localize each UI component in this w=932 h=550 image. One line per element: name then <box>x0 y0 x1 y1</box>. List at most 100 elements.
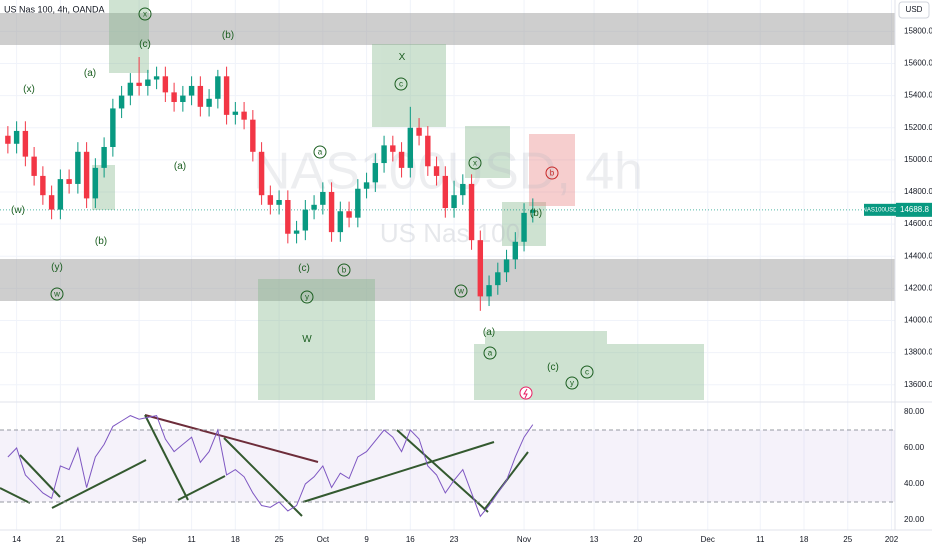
wave-circle <box>468 156 482 170</box>
symbol-title: US Nas 100, 4h, OANDA <box>4 4 105 14</box>
candle-body <box>328 191 335 233</box>
alert-icon[interactable] <box>519 386 533 400</box>
candle-body <box>31 156 37 176</box>
wave-box <box>258 279 375 400</box>
candle-body <box>180 95 186 103</box>
alert-bolt <box>523 388 528 399</box>
x-tick-label: 21 <box>56 535 65 544</box>
y-tick-label: 14800.0 <box>904 187 932 196</box>
candle-body <box>398 151 405 168</box>
wave-label: X <box>399 52 406 63</box>
candle-body <box>250 119 256 152</box>
candle-body <box>153 76 160 80</box>
wave-circle <box>454 284 468 298</box>
rsi-tick-label: 40.00 <box>904 479 925 488</box>
wave-label: W <box>302 334 312 345</box>
wave-circle <box>394 77 408 91</box>
candle-body <box>346 211 352 218</box>
wave-label: (c) <box>139 39 151 50</box>
y-tick-label: 15800.0 <box>904 26 932 35</box>
candle-body <box>83 151 90 199</box>
candle-body <box>390 145 396 152</box>
candle-body <box>477 240 484 297</box>
candle-body <box>5 135 11 144</box>
candle-body <box>495 272 501 286</box>
y-tick-label: 15600.0 <box>904 59 932 68</box>
candle-body <box>320 191 326 205</box>
wave-box <box>465 126 510 178</box>
x-tick-label: 23 <box>450 535 459 544</box>
wave-label: (a) <box>483 327 495 338</box>
trendline <box>177 475 226 501</box>
wave-label: w <box>53 290 60 299</box>
x-tick-label: 18 <box>800 535 809 544</box>
x-tick-label: 25 <box>275 535 284 544</box>
candle-body <box>311 204 317 210</box>
candle-body <box>75 151 81 184</box>
y-tick-label: 15200.0 <box>904 123 932 132</box>
trendline <box>19 454 61 498</box>
candle-body <box>188 85 195 96</box>
candle-body <box>512 241 519 260</box>
candle-body <box>215 76 221 99</box>
candle-body <box>206 98 212 107</box>
trendline <box>144 414 319 463</box>
wave-circle <box>580 365 594 379</box>
candle-body <box>171 92 177 103</box>
currency-box <box>898 1 930 19</box>
wave-box <box>485 331 607 400</box>
y-tick-label: 14000.0 <box>904 316 932 325</box>
wave-label: y <box>570 379 574 388</box>
candle-body <box>381 145 387 164</box>
candle-body <box>337 211 344 233</box>
wave-label: c <box>399 80 403 89</box>
price-tag-bg <box>896 202 932 217</box>
x-tick-label: Nov <box>517 535 531 544</box>
y-tick-label: 15400.0 <box>904 91 932 100</box>
trendline <box>223 437 303 517</box>
price-tag-name: NAS100USD <box>862 207 898 213</box>
candle-body <box>101 146 107 168</box>
wave-label: (y) <box>51 262 63 273</box>
candle-body <box>416 127 422 136</box>
wave-circle <box>138 7 152 21</box>
wave-label: (c) <box>298 263 310 274</box>
candle-body <box>232 111 239 115</box>
x-tick-label: 13 <box>590 535 599 544</box>
target-box <box>529 134 575 206</box>
candle-body <box>118 95 125 109</box>
support-zone <box>0 259 895 301</box>
candle-body <box>241 111 247 120</box>
x-tick-label: 18 <box>231 535 240 544</box>
candle-body <box>22 130 29 157</box>
wave-label: c <box>585 368 589 377</box>
wave-label: (w) <box>11 205 25 216</box>
y-tick-label: 14600.0 <box>904 219 932 228</box>
x-tick-label: 14 <box>12 535 21 544</box>
x-tick-label: 202 <box>885 535 899 544</box>
candle-body <box>460 183 466 196</box>
y-tick-label: 13600.0 <box>904 380 932 389</box>
x-tick-label: 9 <box>364 535 369 544</box>
y-tick-label: 14400.0 <box>904 251 932 260</box>
trendline <box>396 429 489 513</box>
candle-body <box>355 188 361 218</box>
wave-circle <box>50 287 64 301</box>
candle-body <box>40 175 46 196</box>
rsi-tick-label: 80.00 <box>904 407 925 416</box>
candle-body <box>258 151 265 196</box>
zones <box>0 0 895 400</box>
wave-label: (b) <box>222 30 234 41</box>
x-tick-label: 25 <box>843 535 852 544</box>
candle-body <box>530 209 536 213</box>
candle-body <box>451 195 457 209</box>
wave-box <box>474 344 704 400</box>
candle-body <box>92 167 99 199</box>
x-tick-label: 20 <box>633 535 642 544</box>
wave-label: b <box>550 169 555 178</box>
watermark-sub: US Nas 100 <box>380 218 520 248</box>
wave-label: (a) <box>174 161 186 172</box>
candle-body <box>48 195 55 210</box>
alert-circle[interactable] <box>519 386 533 400</box>
